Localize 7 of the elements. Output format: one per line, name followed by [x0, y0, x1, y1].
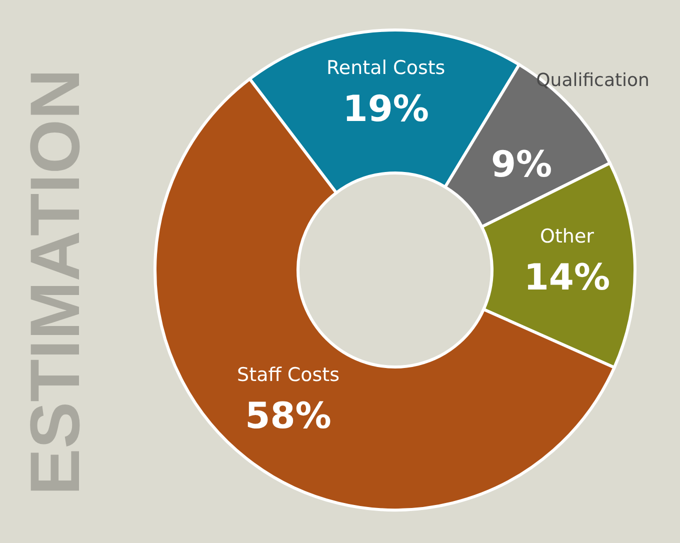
slice-label: Rental Costs — [326, 57, 446, 80]
data-label: 14% — [524, 257, 610, 298]
data-label: 58% — [245, 396, 332, 437]
slice-label: Staff Costs — [237, 364, 340, 386]
data-label: 19% — [342, 89, 429, 130]
data-label: 9% — [490, 144, 552, 186]
slice-label: Other — [540, 225, 594, 248]
